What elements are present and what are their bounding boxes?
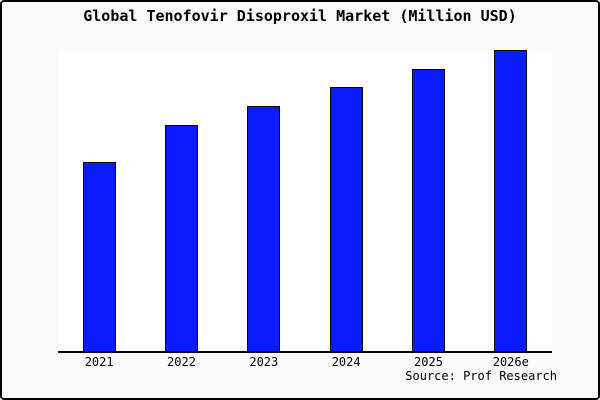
bar-2026e	[494, 49, 528, 351]
bar-slot-2023	[223, 49, 305, 351]
bar-slot-2022	[140, 49, 222, 351]
bar-slot-2025	[387, 49, 469, 351]
bar-2023	[247, 106, 281, 351]
bar-2022	[164, 125, 198, 351]
bar-2025	[411, 68, 445, 351]
chart-title: Global Tenofovir Disoproxil Market (Mill…	[83, 7, 517, 25]
x-tick-label-2021: 2021	[84, 355, 114, 369]
bar-slot-2024	[305, 49, 387, 351]
bar-slot-2021	[58, 49, 140, 351]
x-tick-label-2026e: 2026e	[492, 355, 529, 369]
x-tick-label-2022: 2022	[167, 355, 196, 369]
x-axis-labels: 2021 2022 2023 2024 2025 2026e	[58, 355, 552, 369]
bar-slot-2026e	[470, 49, 552, 351]
plot-area	[58, 49, 552, 353]
x-tick-label-2025: 2025	[414, 355, 443, 369]
bar-2021	[82, 161, 116, 351]
bars-row	[58, 49, 552, 351]
x-tick-label-2024: 2024	[331, 355, 361, 369]
source-credit: Source: Prof Research	[405, 369, 557, 383]
x-tick-label-2023: 2023	[249, 355, 279, 369]
bar-2024	[329, 87, 363, 351]
